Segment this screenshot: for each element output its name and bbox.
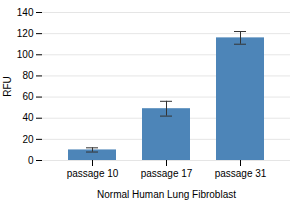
svg-text:140: 140 xyxy=(17,7,34,18)
svg-text:passage 31: passage 31 xyxy=(215,168,267,179)
svg-text:40: 40 xyxy=(22,112,34,123)
svg-text:passage 17: passage 17 xyxy=(141,168,193,179)
svg-text:20: 20 xyxy=(22,134,34,145)
svg-text:60: 60 xyxy=(22,91,34,102)
svg-text:80: 80 xyxy=(22,70,34,81)
svg-text:120: 120 xyxy=(17,28,34,39)
svg-text:Normal Human Lung Fibroblast: Normal Human Lung Fibroblast xyxy=(97,189,236,200)
svg-text:passage 10: passage 10 xyxy=(67,168,119,179)
svg-text:0: 0 xyxy=(28,155,34,166)
svg-text:100: 100 xyxy=(17,49,34,60)
svg-text:RFU: RFU xyxy=(2,76,13,97)
